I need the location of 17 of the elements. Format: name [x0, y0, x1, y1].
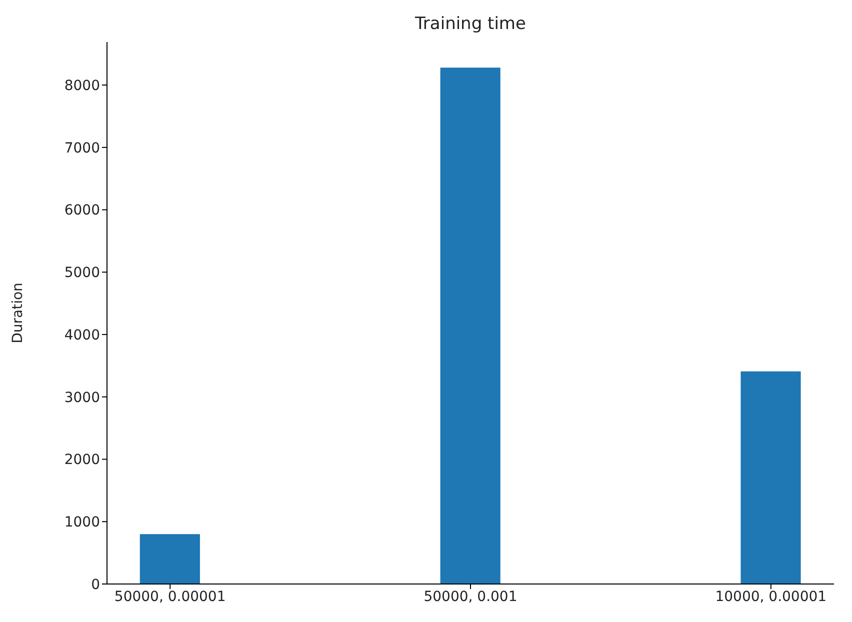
bar	[440, 68, 500, 584]
bar	[740, 371, 801, 584]
y-tick-label: 8000	[64, 78, 100, 94]
y-tick-label: 1000	[64, 514, 100, 531]
chart-title: Training time	[414, 14, 527, 34]
y-tick-label: 3000	[64, 390, 100, 406]
y-tick-label: 0	[91, 576, 100, 593]
y-tick-label: 4000	[64, 327, 100, 344]
y-tick-label: 7000	[64, 140, 100, 156]
x-tick-label: 50000, 0.001	[424, 588, 518, 605]
y-tick-label: 5000	[64, 265, 100, 282]
x-tick-label: 50000, 0.00001	[114, 588, 226, 605]
y-tick-label: 6000	[64, 202, 100, 219]
x-tick-label: 10000, 0.00001	[715, 588, 827, 605]
y-tick-label: 2000	[64, 452, 100, 468]
y-axis-title: Duration	[10, 282, 26, 344]
bar	[140, 534, 200, 584]
